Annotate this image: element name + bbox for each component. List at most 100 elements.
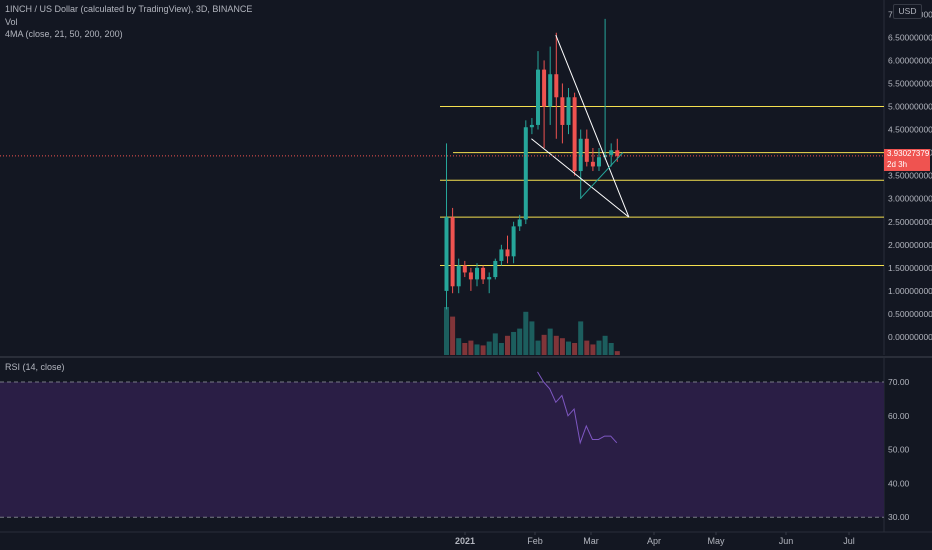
volume-bar bbox=[480, 345, 486, 355]
candle-body bbox=[511, 226, 516, 257]
time-tick-label: May bbox=[707, 536, 725, 546]
volume-bar bbox=[468, 340, 474, 355]
price-tick-label: 1.00000000 bbox=[888, 286, 932, 296]
volume-bar bbox=[566, 341, 571, 355]
price-tick-label: 3.50000000 bbox=[888, 171, 932, 181]
candles bbox=[444, 18, 620, 310]
price-tick-label: 0.00000000 bbox=[888, 332, 932, 342]
last-price-label: 3.93027379 2d 3h bbox=[884, 149, 930, 171]
volume-legend[interactable]: Vol bbox=[5, 17, 18, 27]
volume-bar bbox=[450, 316, 456, 355]
volume-bar bbox=[456, 338, 462, 355]
rsi-tick-label: 70.00 bbox=[888, 377, 910, 387]
volume-bar bbox=[602, 335, 608, 355]
candle-body bbox=[566, 97, 571, 125]
volume-bar bbox=[529, 321, 535, 355]
volume-bar bbox=[498, 343, 504, 355]
candle-body bbox=[529, 124, 534, 128]
rsi-tick-label: 50.00 bbox=[888, 445, 910, 455]
trend-line bbox=[555, 34, 630, 218]
volume-bar bbox=[596, 340, 602, 355]
volume-bar bbox=[517, 328, 523, 355]
currency-badge[interactable]: USD bbox=[893, 4, 922, 19]
rsi-tick-label: 60.00 bbox=[888, 411, 910, 421]
time-tick-label: Feb bbox=[527, 536, 543, 546]
trend-lines[interactable] bbox=[531, 34, 630, 218]
price-tick-label: 5.00000000 bbox=[888, 102, 932, 112]
volume-bar bbox=[572, 343, 578, 355]
candle-body bbox=[462, 265, 467, 273]
volume-bar bbox=[584, 340, 590, 355]
candle-body bbox=[444, 217, 449, 291]
candle-body bbox=[542, 69, 547, 107]
candle-body bbox=[603, 154, 608, 158]
time-tick-label: Mar bbox=[583, 536, 599, 546]
candle-body bbox=[554, 74, 559, 98]
candle-body bbox=[609, 150, 614, 155]
price-tick-label: 4.50000000 bbox=[888, 125, 932, 135]
candle-body bbox=[597, 157, 601, 167]
volume-bar bbox=[541, 334, 547, 355]
price-tick-label: 3.00000000 bbox=[888, 194, 932, 204]
volume-bar bbox=[547, 328, 553, 355]
candle-body bbox=[475, 267, 479, 280]
last-price-value: 3.93027379 bbox=[887, 149, 930, 158]
candle-body bbox=[517, 219, 522, 227]
price-tick-label: 2.50000000 bbox=[888, 217, 932, 227]
volume-bar bbox=[553, 335, 559, 355]
price-tick-label: 2.00000000 bbox=[888, 240, 932, 250]
price-tick-label: 6.50000000 bbox=[888, 32, 932, 42]
price-scale[interactable]: 0.00000000 0.50000000 1.00000000 1.50000000… bbox=[888, 9, 932, 342]
candle-body bbox=[505, 249, 510, 257]
time-scale[interactable]: 2021 Feb Mar Apr May Jun Jul bbox=[455, 532, 855, 546]
volume-bar bbox=[444, 307, 449, 355]
volume-bar bbox=[608, 343, 614, 355]
volume-bar bbox=[474, 344, 480, 355]
bar-countdown: 2d 3h bbox=[887, 159, 908, 169]
price-tick-label: 5.50000000 bbox=[888, 78, 932, 88]
rsi-scale[interactable]: 70.00 60.00 50.00 40.00 30.00 bbox=[888, 377, 910, 522]
candle-body bbox=[493, 260, 498, 278]
candle-body bbox=[481, 267, 486, 280]
trend-line bbox=[531, 138, 630, 218]
candle-body bbox=[468, 272, 473, 280]
trend-line bbox=[579, 152, 624, 200]
price-tick-label: 6.00000000 bbox=[888, 55, 932, 65]
rsi-legend[interactable]: RSI (14, close) bbox=[5, 362, 65, 372]
volume-bar bbox=[535, 340, 541, 355]
rsi-line bbox=[537, 371, 618, 445]
time-tick-label: Jun bbox=[779, 536, 794, 546]
rsi-tick-label: 40.00 bbox=[888, 478, 910, 488]
time-tick-label: Apr bbox=[647, 536, 661, 546]
rsi-band bbox=[0, 382, 884, 518]
volume-bar bbox=[590, 344, 596, 355]
volume-bar bbox=[511, 331, 517, 355]
volume-bar bbox=[505, 335, 510, 355]
candle-body bbox=[536, 69, 540, 125]
candle-body bbox=[584, 138, 589, 162]
volume-bar bbox=[523, 311, 529, 355]
volume-bar bbox=[578, 321, 584, 355]
candle-body bbox=[578, 138, 583, 172]
ma-legend[interactable]: 4MA (close, 21, 50, 200, 200) bbox=[5, 29, 123, 39]
rsi-tick-label: 30.00 bbox=[888, 512, 910, 522]
time-tick-label: 2021 bbox=[455, 536, 475, 546]
symbol-legend[interactable]: 1INCH / US Dollar (calculated by Trading… bbox=[5, 4, 253, 14]
volume-bar bbox=[614, 351, 620, 355]
time-tick-label: Jul bbox=[843, 536, 855, 546]
candle-body bbox=[487, 277, 492, 280]
candle-body bbox=[499, 249, 504, 261]
price-tick-label: 0.50000000 bbox=[888, 309, 932, 319]
volume-bar bbox=[486, 341, 492, 355]
volume-bar bbox=[559, 338, 565, 355]
volume-bar bbox=[492, 333, 498, 355]
horizontal-levels[interactable] bbox=[440, 106, 884, 267]
volume-bars bbox=[444, 307, 620, 355]
candle-body bbox=[615, 150, 620, 156]
candle-body bbox=[572, 97, 577, 172]
price-tick-label: 1.50000000 bbox=[888, 263, 932, 273]
candle-body bbox=[560, 97, 565, 125]
candle-body bbox=[523, 127, 528, 220]
candle-body bbox=[456, 265, 461, 287]
